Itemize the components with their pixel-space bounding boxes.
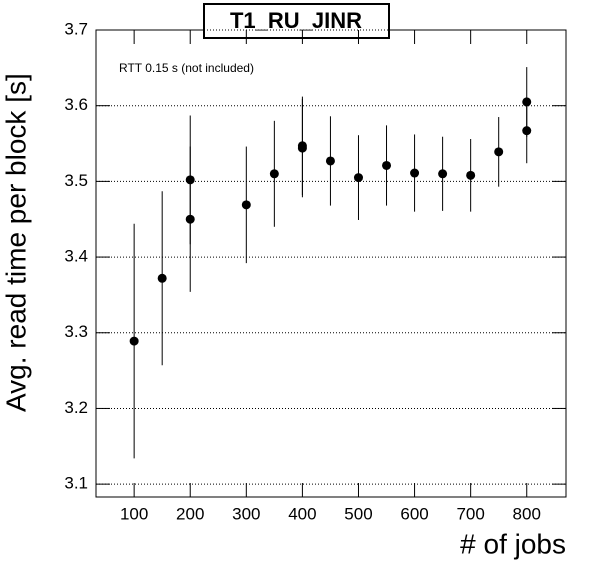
- data-point: [297, 143, 307, 153]
- x-tick-label: 700: [456, 504, 484, 523]
- x-tick-label: 600: [400, 504, 428, 523]
- plot-frame: [95, 29, 567, 498]
- data-point: [269, 169, 279, 179]
- y-tick-label: 3.2: [64, 398, 88, 417]
- x-tick-label: 300: [232, 504, 260, 523]
- x-axis-label: # of jobs: [460, 528, 566, 559]
- y-tick-label: 3.5: [64, 171, 88, 190]
- x-tick-label: 500: [344, 504, 372, 523]
- y-axis-label: Avg. read time per block [s]: [0, 73, 31, 412]
- data-point: [157, 273, 167, 283]
- y-tick-label: 3.6: [64, 95, 88, 114]
- x-tick-label: 800: [513, 504, 541, 523]
- data-point: [241, 200, 251, 210]
- data-point: [353, 173, 363, 183]
- data-point: [129, 336, 139, 346]
- data-point: [410, 168, 420, 178]
- data-point: [522, 126, 532, 136]
- annotation: RTT 0.15 s (not included): [119, 61, 254, 75]
- x-tick-label: 400: [288, 504, 316, 523]
- y-tick-label: 3.7: [64, 19, 88, 38]
- y-tick-label: 3.1: [64, 474, 88, 493]
- data-point: [494, 147, 504, 157]
- x-tick-label: 100: [120, 504, 148, 523]
- data-point: [466, 170, 476, 180]
- y-tick-label: 3.4: [64, 247, 88, 266]
- title-box: [203, 3, 390, 39]
- data-point: [325, 156, 335, 166]
- y-tick-label: 3.3: [64, 322, 88, 341]
- chart-title: T1_RU_JINR: [230, 8, 362, 33]
- data-point: [185, 175, 195, 185]
- data-point: [382, 160, 392, 170]
- data-point: [438, 169, 448, 179]
- x-tick-label: 200: [176, 504, 204, 523]
